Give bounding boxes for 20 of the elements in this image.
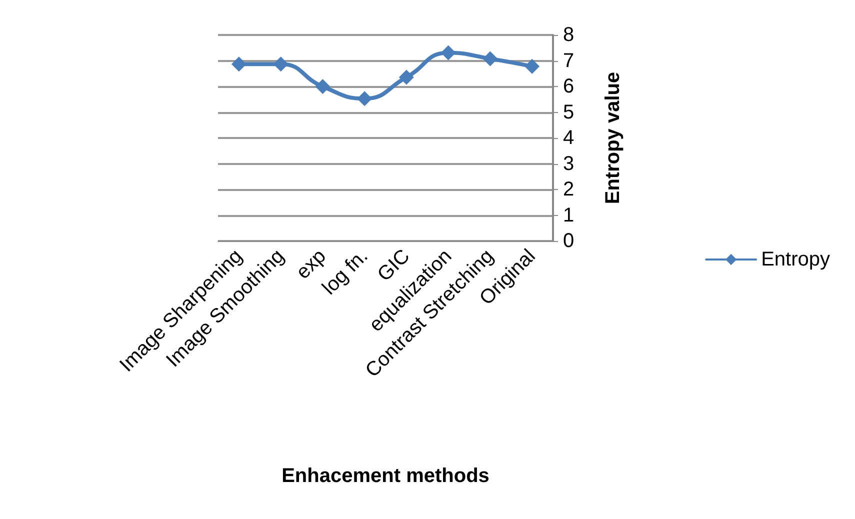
y-tick-label: 2 (563, 178, 574, 200)
point (440, 45, 456, 60)
y-tick-label: 0 (563, 230, 574, 252)
point (231, 56, 246, 72)
legend-label: Entropy (761, 248, 830, 270)
point (357, 91, 372, 106)
point (273, 56, 288, 72)
point (524, 58, 540, 74)
y-tick-label: 4 (563, 127, 574, 149)
point (482, 51, 498, 66)
point (315, 79, 330, 94)
y-tick-label: 1 (563, 204, 574, 226)
y-tick-label: 7 (563, 50, 574, 72)
x-axis-title: Enhacement methods (282, 465, 490, 487)
y-tick-label: 3 (563, 152, 574, 175)
y-tick-label: 6 (563, 76, 574, 98)
y-axis-title: Entropy value (602, 72, 624, 204)
y-tick-label: 5 (563, 101, 574, 124)
y-tick-label: 8 (563, 24, 574, 46)
point (398, 70, 414, 85)
